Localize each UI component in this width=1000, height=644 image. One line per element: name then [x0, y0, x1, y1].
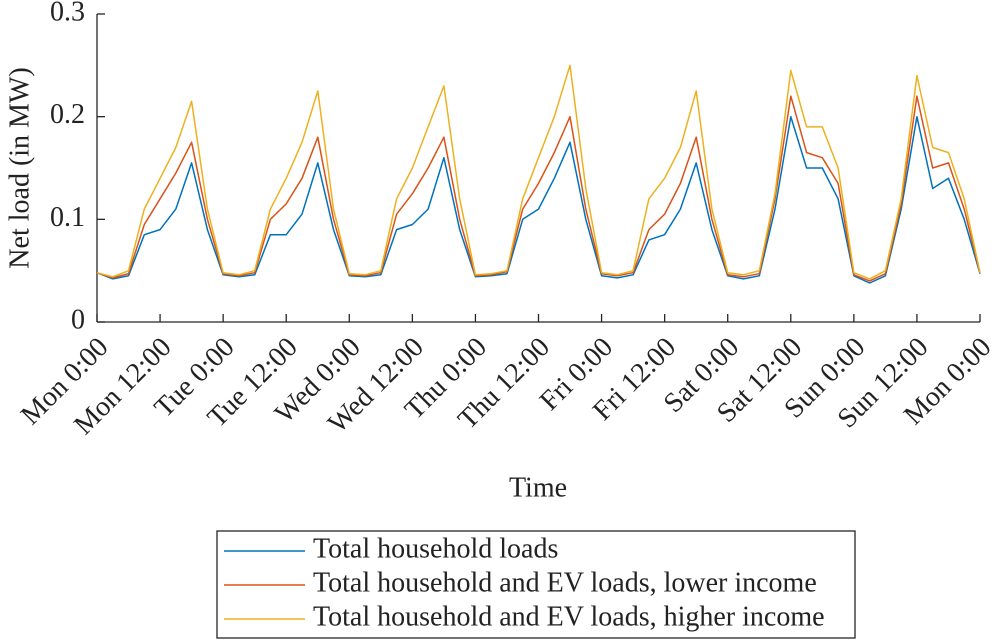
- y-axis-label: Net load (in MW): [4, 67, 35, 268]
- y-tick-label: 0.2: [50, 99, 85, 130]
- series-line: [96, 95, 981, 282]
- y-tick-label: 0: [71, 304, 85, 335]
- legend-box: [216, 530, 856, 639]
- legend-label: Total household and EV loads, higher inc…: [313, 601, 825, 632]
- legend-label: Total household and EV loads, lower inco…: [313, 567, 817, 598]
- series-line: [96, 64, 981, 280]
- x-axis-label: Time: [509, 472, 567, 503]
- y-tick-label: 0.1: [50, 202, 85, 233]
- legend-label: Total household loads: [313, 533, 558, 564]
- y-tick-label: 0.3: [50, 0, 85, 27]
- series-line: [96, 115, 981, 284]
